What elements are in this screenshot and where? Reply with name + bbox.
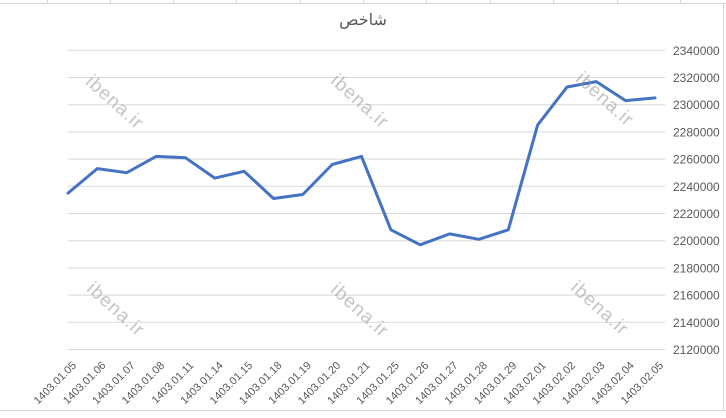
sheet-column-tick bbox=[236, 0, 237, 3]
y-tick-label: 2120000 bbox=[673, 343, 720, 357]
sheet-column-tick bbox=[110, 0, 111, 3]
y-tick-label: 2220000 bbox=[673, 207, 720, 221]
sheet-gridline-bottom bbox=[0, 410, 726, 411]
sheet-gridline-right bbox=[723, 3, 724, 410]
sheet-column-tick bbox=[426, 0, 427, 3]
y-tick-label: 2240000 bbox=[673, 180, 720, 194]
y-tick-label: 2260000 bbox=[673, 153, 720, 167]
sheet-column-tick bbox=[300, 0, 301, 3]
y-tick-label: 2140000 bbox=[673, 316, 720, 330]
sheet-column-tick bbox=[363, 0, 364, 3]
chart-title: شاخص bbox=[339, 12, 387, 29]
y-tick-label: 2300000 bbox=[673, 98, 720, 112]
sheet-column-tick bbox=[47, 0, 48, 3]
y-tick-label: 2160000 bbox=[673, 289, 720, 303]
sheet-gridline-top bbox=[0, 3, 726, 4]
y-tick-label: 2200000 bbox=[673, 234, 720, 248]
sheet-column-tick bbox=[173, 0, 174, 3]
sheet-column-tick bbox=[680, 0, 681, 3]
y-tick-label: 2320000 bbox=[673, 71, 720, 85]
sheet-column-tick bbox=[490, 0, 491, 3]
sheet-column-tick bbox=[617, 0, 618, 3]
sheet-column-tick bbox=[553, 0, 554, 3]
series-line bbox=[66, 80, 657, 247]
y-tick-label: 2180000 bbox=[673, 261, 720, 275]
y-tick-label: 2280000 bbox=[673, 125, 720, 139]
y-tick-label: 2340000 bbox=[673, 44, 720, 58]
